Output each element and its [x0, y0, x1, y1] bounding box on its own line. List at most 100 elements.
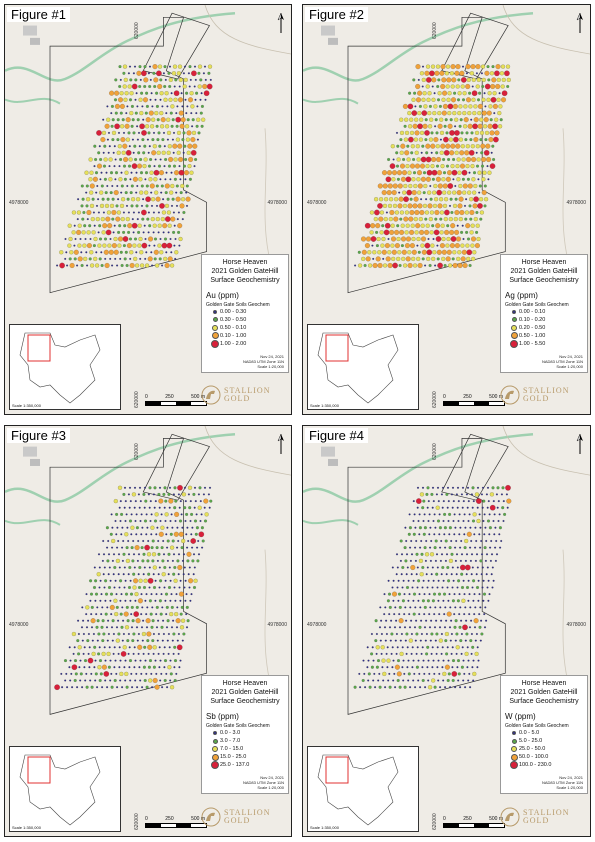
sample-point [436, 189, 443, 196]
sample-point [401, 566, 405, 570]
sample-point [428, 513, 431, 516]
sample-point [399, 150, 404, 155]
river-line [5, 11, 236, 82]
sample-point [416, 157, 421, 162]
sample-point [107, 573, 110, 576]
sample-point [433, 229, 440, 236]
sample-point [437, 78, 441, 82]
sample-point [204, 486, 207, 489]
sample-point [88, 257, 92, 261]
sample-point [107, 633, 110, 636]
legend-class-label: 0.10 - 0.20 [519, 316, 546, 323]
sample-point [165, 216, 171, 222]
sample-point [145, 104, 149, 108]
sample-point [463, 117, 469, 123]
coord-label-left: 4978000 [9, 200, 29, 207]
sample-point [169, 659, 172, 662]
sample-point [56, 264, 59, 267]
sample-point [136, 218, 139, 221]
sample-point [473, 613, 476, 616]
sample-point [67, 223, 72, 228]
sample-point [446, 611, 452, 617]
sample-point [175, 593, 178, 596]
sample-point [98, 224, 102, 228]
sample-point [59, 262, 65, 269]
sample-point [171, 626, 174, 629]
legend-meta-line: Nov 24, 2021 [559, 775, 583, 781]
sample-point [491, 553, 494, 556]
sample-point [448, 137, 453, 142]
sample-point [432, 659, 435, 662]
sample-point [142, 151, 146, 155]
sample-point [137, 652, 140, 655]
sample-point [85, 626, 88, 629]
sample-point [398, 264, 402, 268]
sample-point [433, 672, 436, 675]
sample-point [142, 164, 147, 169]
sample-point [431, 97, 436, 102]
sample-point [460, 84, 465, 89]
sample-point [462, 65, 465, 68]
sample-point [76, 639, 80, 643]
scale-bar: 0 250 500 m [145, 816, 207, 828]
sample-point [114, 111, 118, 115]
sample-point [143, 84, 147, 88]
sample-point [407, 532, 411, 536]
sample-point [434, 197, 439, 202]
legend-class-label: 100.0 - 230.0 [519, 762, 552, 769]
sample-point [143, 645, 147, 649]
sample-point [95, 204, 98, 207]
sample-point [451, 646, 454, 649]
sample-point [74, 672, 78, 676]
sample-point [484, 606, 487, 609]
sample-point [407, 672, 411, 676]
scale-label: 0 [145, 394, 148, 400]
sample-point [128, 98, 132, 102]
sample-point [110, 513, 113, 516]
sample-point [169, 672, 173, 676]
sample-point [477, 110, 482, 116]
sample-point [469, 639, 473, 643]
sample-point [145, 533, 148, 536]
sample-point [172, 143, 178, 149]
sample-point [472, 250, 477, 255]
sample-point [459, 606, 462, 609]
sample-point [197, 131, 201, 135]
sample-point [129, 599, 132, 602]
sample-point [149, 659, 153, 663]
sample-point [163, 506, 166, 509]
sample-point [172, 619, 175, 622]
sample-point [112, 652, 115, 655]
sample-point [88, 157, 93, 162]
sample-point [151, 619, 155, 623]
scale-label: 0 [443, 394, 446, 400]
sample-point [178, 97, 184, 103]
sample-point [114, 78, 118, 82]
sample-point [469, 686, 472, 689]
sample-point [109, 90, 115, 96]
sample-point [465, 564, 471, 571]
sample-point [402, 263, 408, 268]
sample-point [176, 606, 179, 609]
legend-class-row: 7.0 - 15.0 [206, 745, 284, 753]
sample-point [170, 171, 173, 174]
sample-point [441, 236, 446, 242]
sample-point [138, 553, 141, 556]
sample-point [482, 170, 487, 175]
sample-point [370, 223, 376, 229]
sample-point [175, 672, 178, 675]
sample-point [434, 559, 437, 562]
sample-point [185, 137, 190, 142]
sample-point [166, 242, 173, 249]
sample-point [115, 204, 119, 208]
sample-point [470, 633, 473, 636]
sample-point [489, 504, 496, 511]
sample-point [394, 606, 397, 609]
sample-point [457, 250, 462, 255]
sample-point [185, 191, 188, 194]
sample-point [157, 83, 163, 89]
sample-point [107, 151, 110, 154]
sample-point [119, 679, 122, 682]
claim-boundary [49, 16, 207, 294]
sample-point [149, 158, 153, 162]
